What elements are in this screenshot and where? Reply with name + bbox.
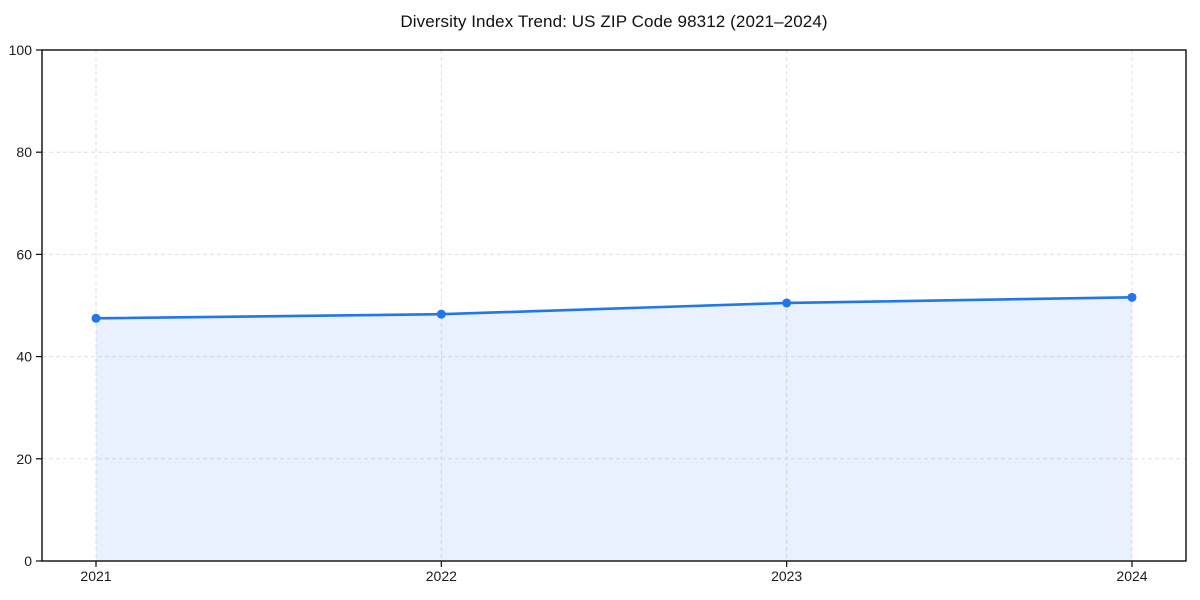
y-tick-label-40: 40 — [16, 349, 32, 365]
x-tick-label-2021: 2021 — [80, 568, 111, 584]
x-tick-label-2022: 2022 — [426, 568, 457, 584]
x-tick-label-2024: 2024 — [1116, 568, 1147, 584]
x-tick-label-2023: 2023 — [771, 568, 802, 584]
trend-line — [94, 296, 1134, 320]
plot-border — [41, 49, 1187, 562]
y-tick-label-100: 100 — [9, 42, 33, 58]
y-tick-label-0: 0 — [24, 553, 32, 569]
y-tick-label-80: 80 — [16, 144, 32, 160]
data-point-2021 — [91, 313, 101, 323]
chart-title: Diversity Index Trend: US ZIP Code 98312… — [400, 12, 828, 31]
data-point-2023 — [782, 298, 792, 308]
area-fill — [96, 297, 1132, 561]
y-tick-label-60: 60 — [16, 246, 32, 262]
y-tick-label-20: 20 — [16, 451, 32, 467]
data-point-2024 — [1127, 292, 1137, 302]
data-point-2022 — [436, 309, 446, 319]
